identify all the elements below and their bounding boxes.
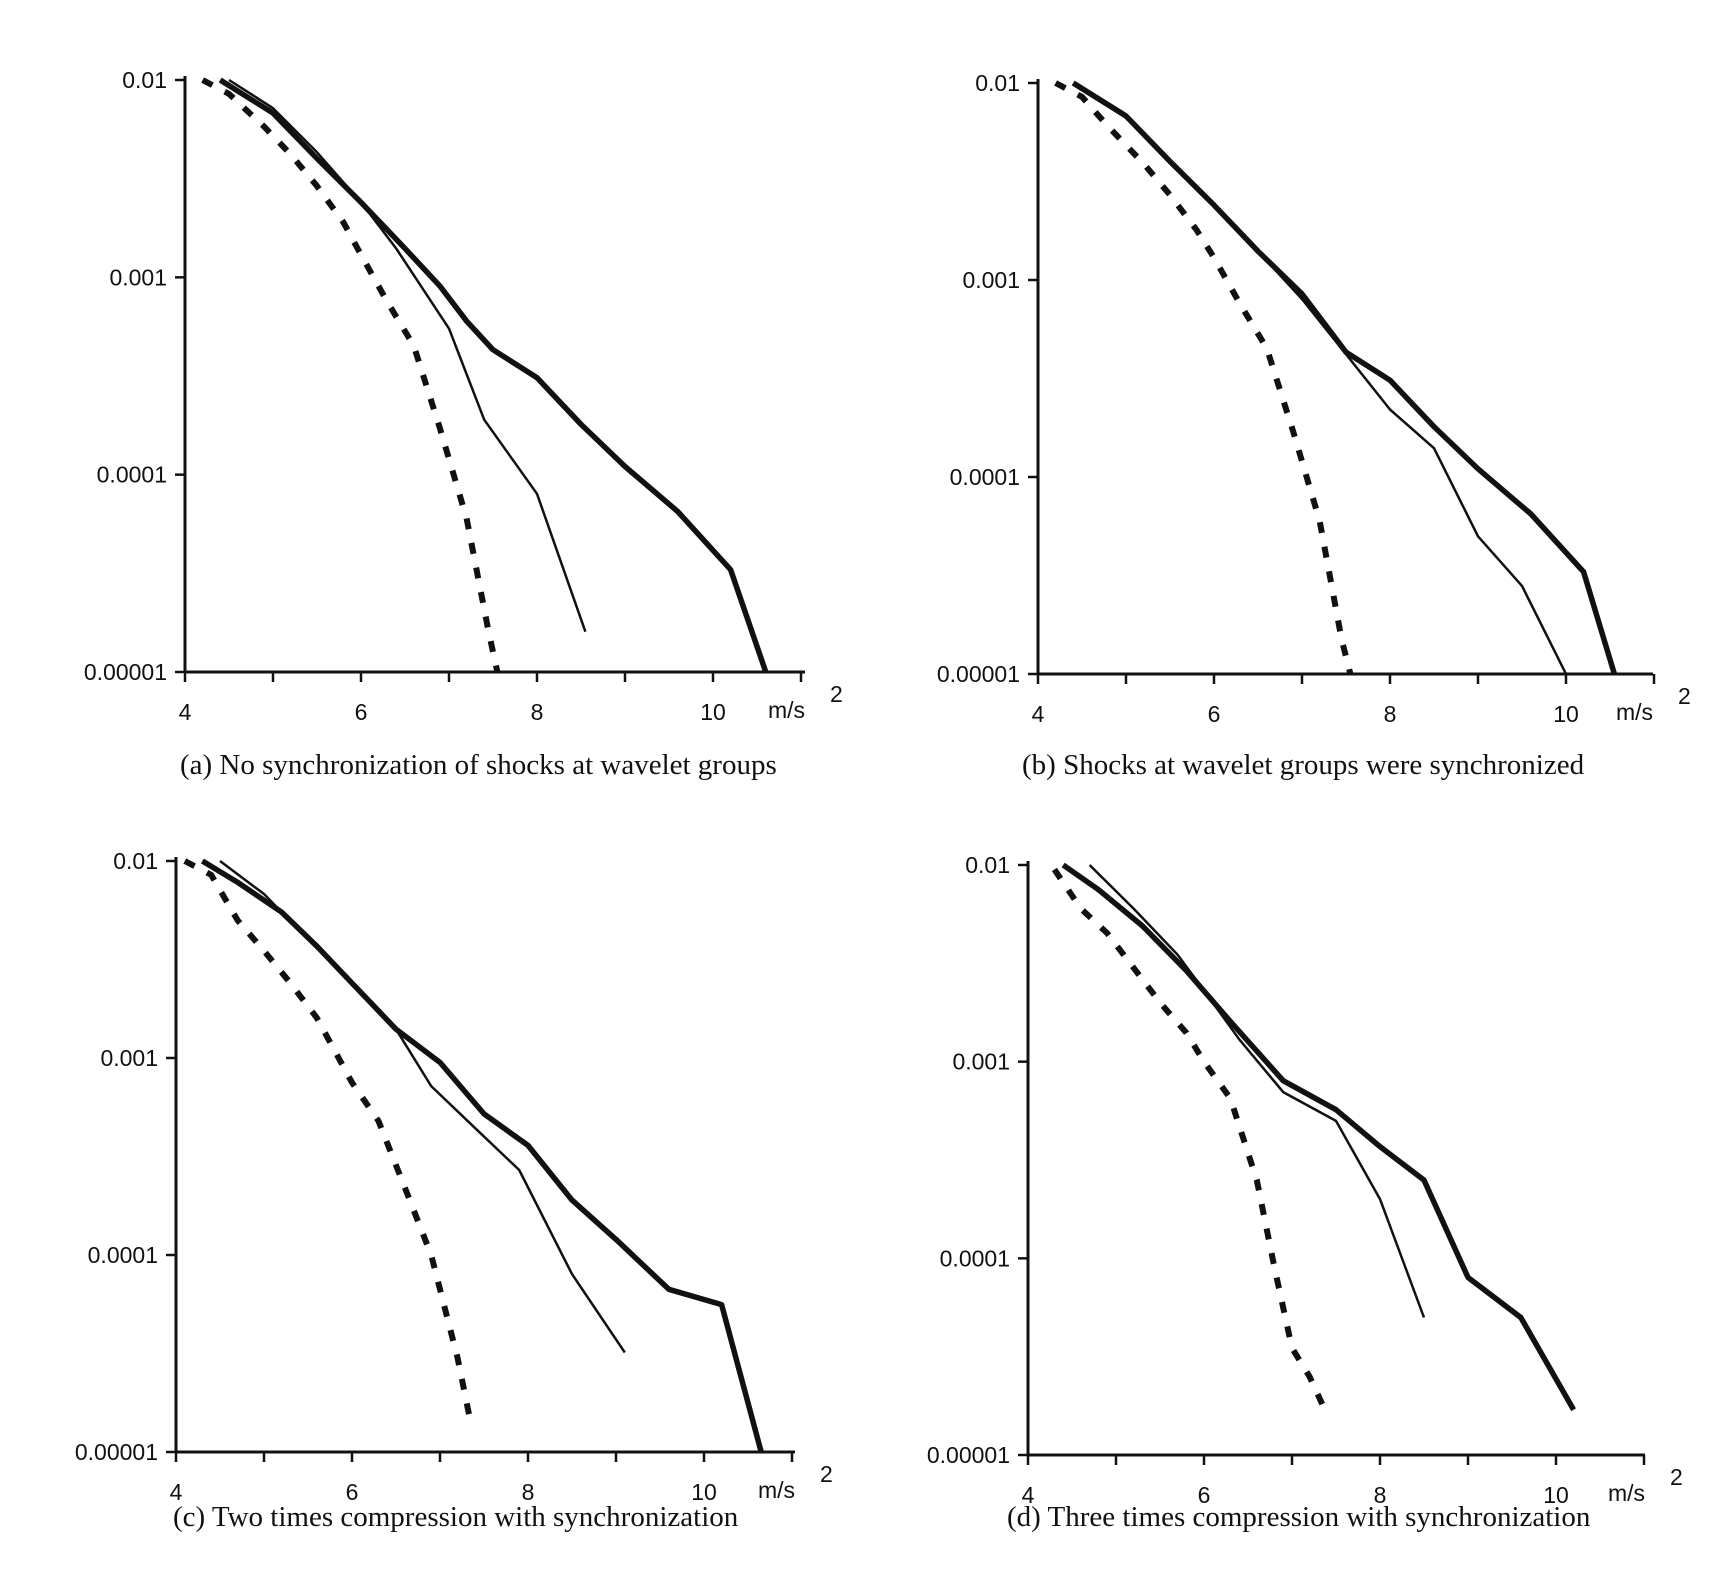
panel-caption: (c) Two times compression with synchroni… xyxy=(173,1501,739,1533)
x-tick-label: 10 xyxy=(700,699,726,725)
x-tick-label: 6 xyxy=(1208,701,1221,727)
x-tick-label: 10 xyxy=(1543,1482,1569,1508)
series-thick-line xyxy=(1061,862,1576,1412)
y-tick-label: 0.001 xyxy=(962,267,1020,293)
panel-b: 0.01 0.001 0.0001 0.00001 4 6 8 10 m/s 2 (b) Shock… xyxy=(937,70,1691,781)
x-unit-label: m/s xyxy=(1616,699,1653,725)
x-tick-label: 6 xyxy=(355,699,368,725)
x-tick-label: 6 xyxy=(1198,1482,1211,1508)
y-tick-label: 0.00001 xyxy=(84,659,167,685)
y-tick-label: 0.0001 xyxy=(97,462,167,488)
series-dashed-line xyxy=(1054,80,1354,675)
panel-caption: (b) Shocks at wavelet groups were synchr… xyxy=(1022,749,1585,781)
y-tick-label: 0.00001 xyxy=(937,661,1020,687)
panel-a: 0.01 0.001 0.0001 0.00001 4 6 8 10 m/s 2 (a) No sy… xyxy=(84,67,843,781)
x-unit-superscript: 2 xyxy=(1670,1464,1683,1490)
y-tick-label: 0.0001 xyxy=(88,1242,158,1268)
x-tick-label: 8 xyxy=(1384,701,1397,727)
x-unit-superscript: 2 xyxy=(820,1461,833,1487)
series-thick-line xyxy=(218,77,769,673)
series-thin-line xyxy=(219,860,626,1354)
x-unit-label: m/s xyxy=(1608,1480,1645,1506)
x-unit-superscript: 2 xyxy=(1678,683,1691,709)
x-tick-label: 10 xyxy=(1553,701,1579,727)
panel-caption: (a) No synchronization of shocks at wave… xyxy=(180,749,777,781)
y-tick-label: 0.00001 xyxy=(927,1442,1010,1468)
y-tick-label: 0.01 xyxy=(975,70,1020,96)
y-tick-label: 0.0001 xyxy=(950,464,1020,490)
x-tick-label: 8 xyxy=(522,1479,535,1505)
panel-c: 0.01 0.001 0.0001 0.00001 4 6 8 10 m/s 2 (c) Two t… xyxy=(75,848,833,1533)
series-dashed-line xyxy=(1051,867,1330,1417)
x-tick-label: 8 xyxy=(531,699,544,725)
panel-caption: (d) Three times compression with synchro… xyxy=(1007,1501,1591,1533)
series-thick-line xyxy=(200,858,764,1453)
x-tick-label: 6 xyxy=(346,1479,359,1505)
panel-d: 0.01 0.001 0.0001 0.00001 4 6 8 10 m/s 2 (d) Three… xyxy=(927,852,1683,1533)
series-thin-line xyxy=(228,78,587,633)
x-tick-label: 4 xyxy=(1032,701,1045,727)
y-tick-label: 0.001 xyxy=(109,264,167,290)
x-tick-label: 8 xyxy=(1374,1482,1387,1508)
y-tick-label: 0.001 xyxy=(952,1049,1010,1075)
y-tick-label: 0.00001 xyxy=(75,1439,158,1465)
series-dashed-line xyxy=(183,858,474,1424)
x-tick-label: 4 xyxy=(179,699,192,725)
y-tick-label: 0.001 xyxy=(100,1045,158,1071)
y-tick-label: 0.01 xyxy=(113,848,158,874)
x-tick-label: 4 xyxy=(170,1479,183,1505)
series-thin-line xyxy=(1088,864,1426,1318)
x-unit-superscript: 2 xyxy=(830,681,843,707)
y-tick-label: 0.01 xyxy=(122,67,167,93)
y-tick-label: 0.01 xyxy=(965,852,1010,878)
x-unit-label: m/s xyxy=(758,1477,795,1503)
x-unit-label: m/s xyxy=(768,697,805,723)
y-tick-label: 0.0001 xyxy=(940,1245,1010,1271)
series-dashed-line xyxy=(201,77,501,673)
x-tick-label: 4 xyxy=(1022,1482,1035,1508)
series-thick-line xyxy=(1071,80,1618,675)
x-tick-label: 10 xyxy=(691,1479,717,1505)
